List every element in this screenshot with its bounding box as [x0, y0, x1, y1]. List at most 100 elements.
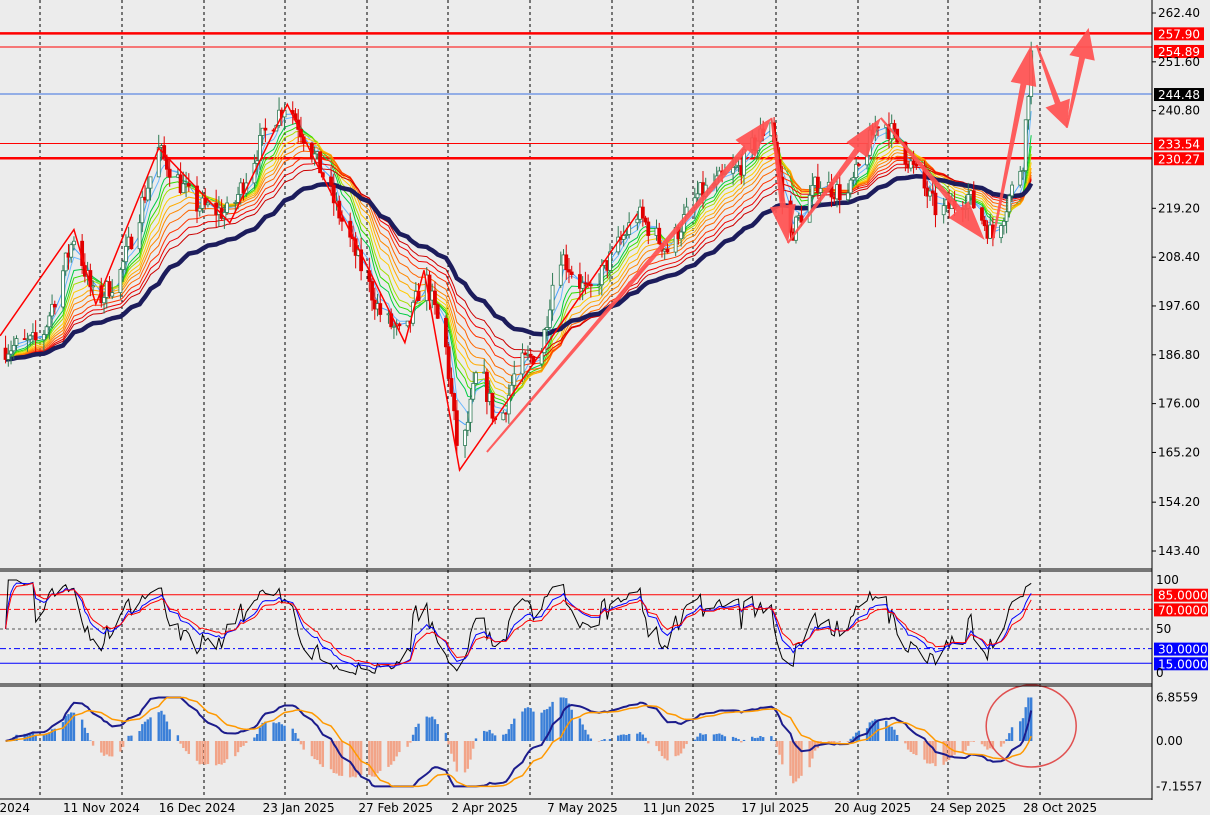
candle-body [145, 187, 150, 201]
macd-histogram-bar [619, 734, 623, 741]
macd-histogram-bar [1021, 718, 1025, 741]
macd-histogram-bar [838, 741, 841, 743]
price-tag [1154, 152, 1204, 166]
macd-histogram-bar [945, 741, 948, 762]
candle-body [474, 372, 478, 384]
candle [102, 292, 106, 314]
candle [468, 388, 473, 433]
macd-histogram-bar [895, 734, 899, 741]
candle-body [61, 270, 65, 308]
macd-histogram-bar [1008, 733, 1011, 741]
macd-histogram-bar [638, 732, 642, 741]
macd-histogram-bar [491, 733, 494, 741]
price-axis-label: 240.80 [1158, 104, 1200, 118]
macd-histogram-bar [644, 737, 647, 741]
time-axis-label: 20 Aug 2025 [834, 801, 911, 815]
macd-histogram-bar [986, 741, 989, 750]
macd-histogram-bar [532, 711, 535, 741]
zigzag-line [0, 102, 638, 472]
macd-histogram-bar [753, 738, 757, 741]
price-tag-label: 254.89 [1158, 45, 1200, 59]
macd-histogram-bar [674, 741, 677, 757]
candle [933, 180, 938, 228]
macd-histogram-bar [740, 741, 743, 743]
candle [490, 392, 495, 425]
macd-histogram-bar [789, 741, 792, 776]
macd-histogram-bar [510, 724, 513, 741]
candle-body [6, 353, 11, 360]
price-axis-label: 208.40 [1158, 250, 1200, 264]
candle-body [971, 190, 976, 209]
candle [640, 199, 645, 227]
ma-line-3 [5, 86, 1032, 426]
candle [50, 294, 54, 328]
candle [501, 410, 506, 421]
candle-body [545, 327, 549, 331]
macd-histogram-bar [931, 741, 934, 764]
macd-histogram-bar [220, 741, 223, 765]
macd-histogram-bar [261, 722, 264, 741]
candle [971, 181, 976, 209]
price-tag [1154, 44, 1204, 58]
macd-histogram-bar [570, 709, 573, 741]
price-axis-label: 154.20 [1158, 495, 1200, 509]
candle-body [102, 297, 106, 304]
price-tag-label: 233.54 [1158, 137, 1200, 151]
macd-histogram-bar [1005, 739, 1008, 741]
candle [1026, 95, 1031, 130]
osc-level-label: 85.0000 [1158, 589, 1208, 603]
ma-line-25 [5, 150, 1032, 376]
macd-histogram-bar [214, 741, 218, 766]
candle-body [392, 325, 396, 328]
macd-histogram-bar [146, 719, 149, 741]
price-tag-label: 257.90 [1158, 27, 1200, 41]
macd-histogram-bar [428, 717, 431, 741]
candle-body [121, 261, 126, 270]
macd-histogram-bar [91, 741, 95, 746]
macd-histogram-bar [299, 741, 303, 745]
candle-body [225, 202, 230, 213]
macd-histogram-bar [272, 722, 275, 741]
macd-histogram-bar [417, 723, 420, 741]
candle-body [485, 371, 489, 402]
macd-histogram-bar [313, 741, 316, 760]
macd-histogram-bar [589, 738, 593, 741]
candle-body [903, 141, 908, 165]
ma-line-30 [5, 156, 1032, 367]
candle-body [443, 317, 448, 348]
macd-histogram-bar [781, 741, 784, 765]
osc-mid-line-series [5, 582, 1032, 670]
candle-body [14, 338, 19, 346]
candle [186, 173, 191, 192]
macd-histogram-bar [488, 729, 491, 741]
macd-histogram-bar [411, 734, 415, 741]
candle [118, 267, 123, 299]
candle-body [25, 338, 30, 341]
macd-histogram-bar [854, 732, 858, 741]
candle [1021, 167, 1025, 180]
macd-histogram-bar [608, 738, 612, 741]
candle-body [980, 207, 984, 221]
macd-histogram-bar [655, 741, 658, 747]
macd-histogram-bar [581, 724, 584, 741]
candle-body [463, 429, 467, 446]
candle-body [856, 163, 861, 166]
candle-body [731, 167, 735, 174]
ma-line-12 [5, 130, 1032, 401]
candle-body [148, 176, 153, 189]
time-axis-label: 23 Jan 2025 [263, 801, 335, 815]
macd-histogram-bar [934, 741, 937, 767]
macd-histogram-bar [983, 741, 986, 747]
candle-body [44, 326, 49, 335]
macd-histogram-bar [666, 741, 669, 761]
candle [580, 276, 585, 301]
candle [848, 177, 853, 198]
macd-histogram-bar [636, 733, 639, 741]
macd-histogram-bar [31, 733, 35, 741]
candle [454, 399, 459, 455]
candle-body [635, 218, 640, 224]
macd-histogram-bar [182, 741, 185, 748]
arrow-annotation [769, 117, 796, 244]
candle [63, 252, 68, 276]
